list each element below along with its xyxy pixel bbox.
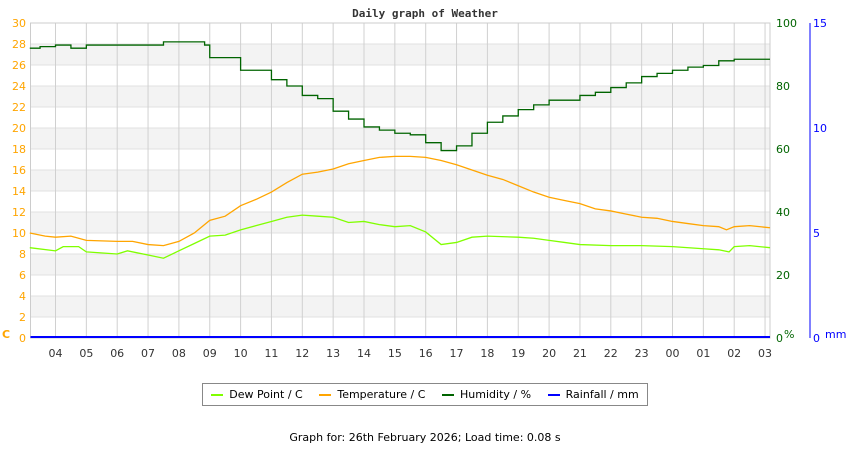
legend-swatch — [319, 393, 332, 396]
chart-title: Daily graph of Weather — [352, 7, 498, 20]
y-tick-label-left: 20 — [12, 122, 26, 135]
y-tick-label-left: 4 — [19, 290, 26, 303]
y-tick-label-left: 24 — [12, 80, 26, 93]
y-tick-label-rain: 0 — [813, 332, 820, 345]
y-tick-label-left: 22 — [12, 101, 26, 114]
x-tick-label: 10 — [234, 347, 248, 360]
x-tick-label: 07 — [141, 347, 155, 360]
legend-label: Humidity / % — [460, 388, 532, 401]
legend-swatch — [547, 393, 560, 396]
y-tick-label-rain: 10 — [813, 122, 827, 135]
y-tick-label-left: 8 — [19, 248, 26, 261]
legend-swatch — [442, 393, 455, 396]
x-tick-label: 15 — [388, 347, 402, 360]
legend-item: Temperature / C — [319, 388, 425, 401]
legend-item: Dew Point / C — [211, 388, 303, 401]
legend-label: Dew Point / C — [229, 388, 303, 401]
y-tick-label-left: 18 — [12, 143, 26, 156]
rain-axis-unit: mm — [825, 328, 846, 341]
legend-label: Temperature / C — [337, 388, 426, 401]
x-tick-label: 06 — [110, 347, 124, 360]
y-tick-label-left: 30 — [12, 17, 26, 30]
y-tick-label-rain: 5 — [813, 227, 820, 240]
x-tick-label: 09 — [203, 347, 217, 360]
y-tick-label-humidity: 60 — [776, 143, 790, 156]
y-tick-label-left: 16 — [12, 164, 26, 177]
grid-band — [30, 128, 770, 149]
x-tick-label: 02 — [727, 347, 741, 360]
legend: Dew Point / C Temperature / C Humidity / %… — [202, 383, 648, 406]
grid-band — [30, 170, 770, 191]
legend-item: Humidity / % — [442, 388, 531, 401]
humidity-axis-unit: % — [784, 328, 794, 341]
x-tick-label: 04 — [49, 347, 63, 360]
series-line-0 — [29, 214, 771, 259]
x-tick-label: 03 — [758, 347, 772, 360]
y-tick-label-left: 10 — [12, 227, 26, 240]
footer-text: Graph for: 26th February 2026; Load time… — [289, 431, 561, 444]
y-tick-label-left: 26 — [12, 59, 26, 72]
y-tick-label-left: 2 — [19, 311, 26, 324]
y-tick-label-humidity: 20 — [776, 269, 790, 282]
y-tick-label-humidity: 40 — [776, 206, 790, 219]
legend-swatch — [211, 393, 224, 396]
series-line-2 — [29, 41, 770, 152]
y-tick-label-humidity: 0 — [776, 332, 783, 345]
x-tick-label: 00 — [666, 347, 680, 360]
y-tick-label-left: 6 — [19, 269, 26, 282]
y-tick-label-humidity: 100 — [776, 17, 797, 30]
x-tick-label: 20 — [542, 347, 556, 360]
x-tick-label: 05 — [79, 347, 93, 360]
x-tick-label: 23 — [635, 347, 649, 360]
grid-band — [30, 44, 770, 65]
legend-label: Rainfall / mm — [565, 388, 639, 401]
x-tick-label: 08 — [172, 347, 186, 360]
grid-band — [30, 212, 770, 233]
left-axis-unit: C — [2, 328, 10, 341]
y-tick-label-left: 28 — [12, 38, 26, 51]
grid-band — [30, 296, 770, 317]
series-line-1 — [29, 155, 771, 247]
y-tick-label-rain: 15 — [813, 17, 827, 30]
x-tick-label: 11 — [264, 347, 278, 360]
x-tick-label: 21 — [573, 347, 587, 360]
x-tick-label: 22 — [604, 347, 618, 360]
y-tick-label-left: 12 — [12, 206, 26, 219]
y-tick-label-left: 14 — [12, 185, 26, 198]
x-tick-label: 19 — [511, 347, 525, 360]
y-tick-label-left: 0 — [19, 332, 26, 345]
x-tick-label: 18 — [480, 347, 494, 360]
grid-band — [30, 254, 770, 275]
x-tick-label: 16 — [419, 347, 433, 360]
y-tick-label-humidity: 80 — [776, 80, 790, 93]
x-tick-label: 13 — [326, 347, 340, 360]
legend-item: Rainfall / mm — [547, 388, 639, 401]
x-tick-label: 17 — [450, 347, 464, 360]
x-tick-label: 01 — [696, 347, 710, 360]
x-tick-label: 12 — [295, 347, 309, 360]
x-tick-label: 14 — [357, 347, 371, 360]
grid-band — [30, 86, 770, 107]
